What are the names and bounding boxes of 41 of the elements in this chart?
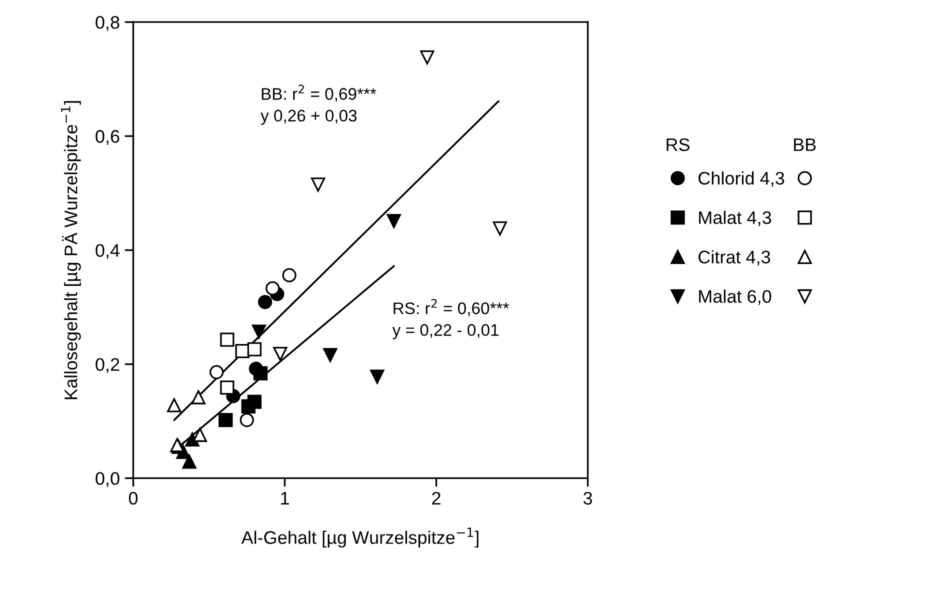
- legend-label: Chlorid 4,3: [698, 171, 784, 187]
- point: [311, 177, 326, 192]
- point: [492, 221, 507, 236]
- point: [420, 50, 434, 65]
- point: [182, 454, 196, 469]
- point: [240, 412, 254, 428]
- point: [253, 366, 268, 380]
- point: [273, 346, 288, 361]
- y-tick-label: 0,2: [96, 358, 120, 374]
- point: [266, 281, 280, 296]
- x-axis-title: Al-Gehalt [µg Wurzelspitze$^{−1}$]: [241, 528, 478, 548]
- x-tick-label: 2: [432, 492, 440, 504]
- point: [258, 294, 272, 310]
- point: [252, 324, 266, 339]
- y-tick-label: 0,6: [96, 130, 120, 145]
- point: [220, 380, 234, 395]
- y-tick-label: 0,0: [96, 472, 120, 488]
- x-tick-label: 1: [281, 492, 289, 504]
- point: [209, 365, 224, 380]
- text: RS: [666, 138, 690, 152]
- annotation: RS: r$^{2}$ = 0,60*** y = 0,22 - 0,01: [392, 299, 509, 340]
- point: [241, 399, 256, 414]
- point: [282, 268, 296, 282]
- point: [218, 412, 233, 428]
- point: [386, 214, 401, 228]
- point: [370, 370, 384, 384]
- point: [323, 348, 338, 362]
- legend-label: Malat 6,0: [699, 290, 772, 305]
- point: [191, 390, 206, 404]
- annotation: BB: r$^{2}$ = 0,69*** y 0,26 + 0,03: [260, 84, 376, 125]
- x-tick-label: 0: [128, 492, 138, 505]
- y-tick-label: 0,8: [96, 16, 120, 31]
- y-tick-label: 0,4: [96, 244, 120, 259]
- legend-label: Citrat 4,3: [698, 250, 770, 266]
- x-tick-label: 3: [583, 492, 592, 505]
- point: [247, 342, 262, 356]
- legend-label: Malat 4,3: [699, 210, 772, 226]
- text: BB: [794, 138, 816, 151]
- point: [167, 398, 182, 412]
- y-axis-title: Kallosegehalt [µg PÄ Wurzelspitze$^{−1}$]: [61, 101, 81, 400]
- point: [220, 332, 234, 347]
